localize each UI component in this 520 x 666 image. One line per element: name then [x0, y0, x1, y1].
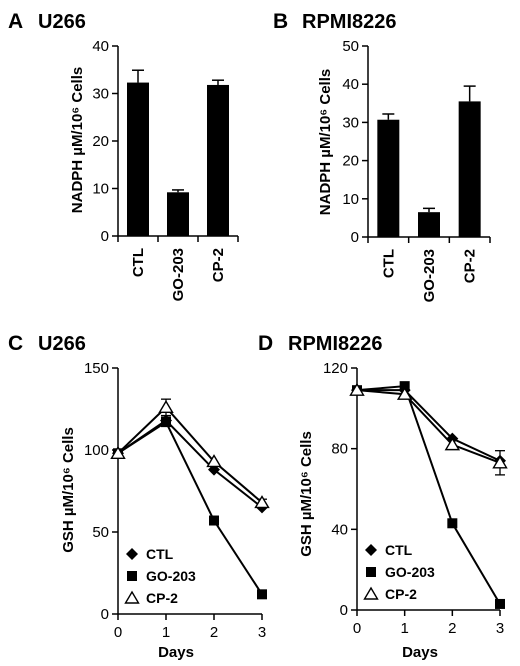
legend-label: GO-203: [385, 564, 435, 580]
category-label: GO-203: [421, 249, 438, 302]
data-point: [396, 386, 413, 400]
series-line: [357, 389, 501, 462]
data-point: [257, 589, 267, 600]
panel-a-plot: 0 10 20 30 40 CTL GO-203 CP-2: [92, 38, 239, 301]
bar: [377, 119, 400, 237]
bar: [207, 84, 229, 236]
legend-label: GO-203: [146, 568, 196, 584]
data-point: [447, 518, 458, 529]
y-tick-label: 50: [342, 38, 359, 55]
legend-label: CP-2: [146, 590, 178, 606]
panel-b-title: RPMI8226: [302, 11, 397, 33]
series-line: [356, 385, 501, 605]
panel-b: B RPMI8226 NADPH µM/10⁶ Cells 0 10 20 30 40 5…: [273, 10, 491, 302]
category-label: CTL: [380, 249, 397, 278]
category-label: GO-203: [170, 248, 187, 301]
panel-d: D RPMI8226 GSH µM/10⁶ Cells Days 0408012…: [258, 332, 508, 661]
y-tick-label: 20: [92, 133, 109, 150]
panel-d-plot: 0 40 80 120 0 1 2 3 CTL GO-203 CP-2: [323, 360, 508, 637]
category-label: CP-2: [210, 248, 227, 282]
y-tick-label: 30: [92, 86, 109, 103]
data-point: [158, 399, 174, 414]
series-line: [356, 389, 501, 464]
y-tick-label: 10: [92, 181, 109, 198]
data-point: [254, 495, 270, 509]
panel-letter-c: C: [8, 332, 23, 355]
y-tick-label: 10: [342, 191, 359, 208]
data-point: [349, 382, 365, 396]
y-tick-label: 40: [342, 76, 359, 93]
y-tick-label: 0: [351, 229, 359, 246]
legend-marker: [124, 590, 140, 604]
data-point: [161, 417, 171, 428]
data-point: [209, 515, 219, 526]
y-tick-label: 120: [323, 360, 348, 377]
panel-c-x-axis-label: Days: [158, 644, 194, 661]
panel-c-title: U266: [38, 333, 86, 355]
panel-letter-a: A: [8, 10, 23, 33]
data-point: [492, 455, 508, 469]
panel-d-y-axis-label: GSH µM/10⁶ Cells: [298, 431, 315, 557]
legend-marker: [366, 567, 376, 577]
y-tick-label: 40: [331, 521, 348, 538]
y-tick-label: 20: [342, 153, 359, 170]
x-tick-label: 3: [258, 624, 266, 641]
panel-a: A U266 NADPH µM/10⁶ Cells 0 10 20 30 40 CTL GO…: [8, 10, 239, 301]
panel-letter-b: B: [273, 10, 288, 33]
x-tick-label: 1: [162, 624, 170, 641]
y-tick-label: 0: [101, 228, 109, 245]
data-point: [206, 454, 222, 468]
series-line: [117, 420, 263, 595]
category-label: CTL: [130, 248, 147, 277]
y-tick-label: 30: [342, 114, 359, 131]
series-line: [117, 405, 263, 504]
y-tick-label: 0: [101, 606, 109, 623]
legend-label: CTL: [146, 546, 174, 562]
panel-d-x-axis-label: Days: [402, 644, 438, 661]
bar: [418, 212, 440, 237]
y-tick-label: 40: [92, 38, 109, 55]
y-tick-label: 150: [84, 360, 109, 377]
legend-marker: [127, 571, 137, 581]
legend-marker: [126, 548, 138, 560]
x-tick-label: 0: [114, 624, 122, 641]
panel-c-y-axis-label: GSH µM/10⁶ Cells: [60, 427, 77, 553]
panel-d-title: RPMI8226: [288, 333, 383, 355]
panel-b-plot: 0 10 20 30 40 50 CTL GO-203 CP-2: [342, 38, 491, 302]
y-tick-label: 0: [340, 602, 348, 619]
panel-c: C U266 GSH µM/10⁶ Cells Days 0 50 100 150 0 1…: [8, 332, 270, 661]
legend-label: CP-2: [385, 586, 417, 602]
bar: [127, 82, 149, 236]
y-tick-label: 80: [331, 441, 348, 458]
y-tick-label: 100: [84, 442, 109, 459]
bar: [167, 192, 189, 236]
legend-marker: [363, 586, 379, 600]
data-point: [399, 381, 410, 392]
y-tick-label: 50: [92, 524, 109, 541]
panel-a-y-axis-label: NADPH µM/10⁶ Cells: [69, 67, 86, 213]
legend-label: CTL: [385, 542, 413, 558]
panel-letter-d: D: [258, 332, 273, 355]
x-tick-label: 3: [496, 620, 504, 637]
panel-c-plot: 0 50 100 150 0 1 2 3 CTL GO-203 CP-2: [84, 360, 270, 641]
data-point: [444, 437, 461, 451]
bar: [458, 101, 481, 237]
x-tick-label: 2: [210, 624, 218, 641]
data-point: [110, 445, 126, 459]
data-point: [495, 598, 505, 609]
x-tick-label: 2: [448, 620, 456, 637]
panel-b-y-axis-label: NADPH µM/10⁶ Cells: [317, 69, 334, 215]
x-tick-label: 1: [400, 620, 408, 637]
legend-marker: [365, 544, 377, 556]
panel-a-title: U266: [38, 11, 86, 33]
category-label: CP-2: [462, 249, 479, 283]
x-tick-label: 0: [353, 620, 361, 637]
